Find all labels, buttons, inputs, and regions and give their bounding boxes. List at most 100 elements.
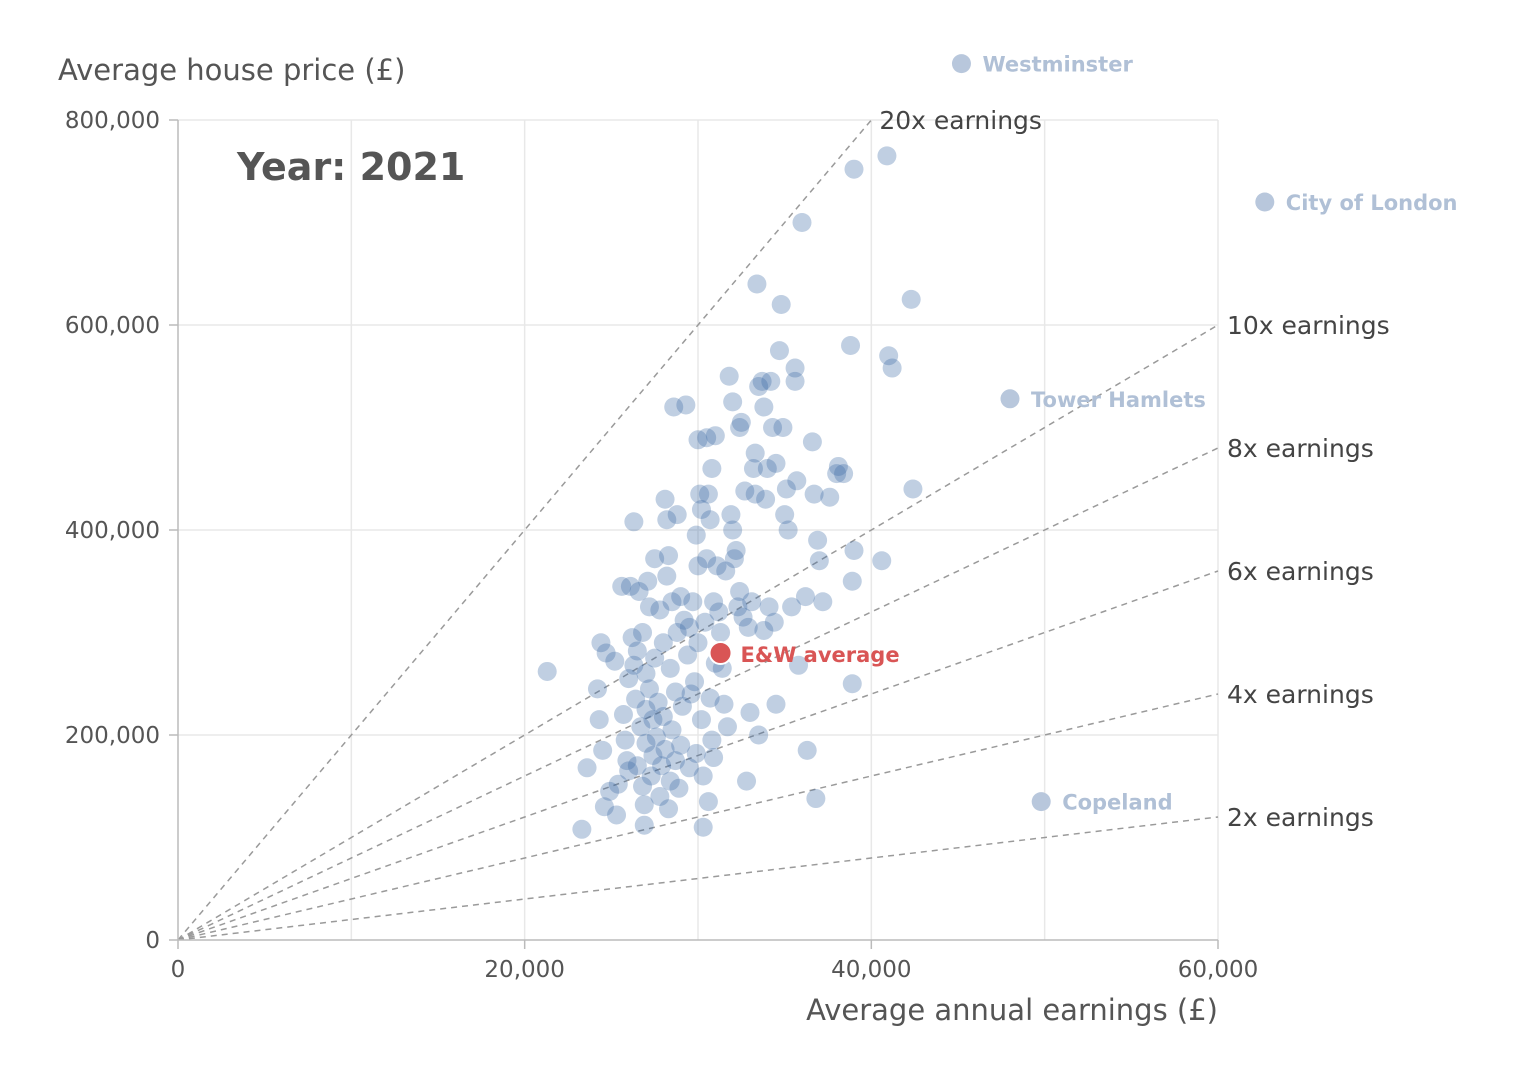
data-point	[643, 746, 663, 765]
data-point	[627, 756, 647, 776]
chart-labels: 20x earnings 10x earnings 8x earnings 6x ea…	[741, 53, 1458, 832]
data-point	[738, 617, 758, 637]
data-point	[660, 771, 680, 791]
data-point	[572, 819, 592, 839]
outlier-label: Tower Hamlets	[1031, 388, 1206, 412]
data-point	[624, 512, 644, 532]
data-point	[903, 479, 923, 499]
ratio-line-10x	[177, 324, 1219, 940]
data-point	[742, 592, 762, 612]
data-point	[646, 727, 666, 747]
axes: 0 200,000 400,000 600,000 800,000 0 20,000 40,0…	[65, 108, 1258, 983]
outlier-label: Westminster	[982, 53, 1133, 77]
data-point	[757, 459, 777, 478]
data-point	[624, 655, 644, 675]
data-point	[653, 707, 673, 727]
data-point	[693, 817, 713, 837]
data-point	[659, 799, 679, 819]
data-point	[711, 623, 731, 642]
data-point	[730, 582, 750, 601]
data-point	[787, 471, 807, 491]
data-point	[669, 778, 689, 798]
outlier-label: Copeland	[1062, 791, 1172, 815]
data-point	[834, 464, 854, 484]
data-point	[688, 430, 708, 450]
data-point	[797, 740, 817, 760]
data-point	[600, 781, 620, 801]
data-point	[634, 795, 654, 815]
data-point	[844, 541, 864, 560]
data-point	[636, 664, 656, 683]
ratio-label-2x: 2x earnings	[1227, 803, 1374, 832]
data-point	[872, 551, 892, 571]
data-point	[714, 694, 734, 714]
data-point	[698, 484, 718, 504]
data-point	[638, 571, 658, 591]
y-tick-label: 400,000	[65, 518, 160, 544]
data-point	[697, 428, 717, 448]
data-point	[728, 597, 748, 617]
data-point	[650, 787, 670, 806]
data-point	[842, 571, 862, 591]
data-point	[594, 797, 614, 817]
data-point	[785, 358, 805, 378]
data-point	[761, 371, 781, 391]
data-point	[740, 702, 760, 722]
data-point	[723, 392, 743, 412]
data-point	[690, 484, 710, 504]
data-point	[619, 761, 639, 781]
data-point	[655, 739, 675, 759]
data-point	[537, 661, 557, 681]
data-point	[627, 641, 647, 661]
data-point	[841, 336, 861, 355]
ratio-label-4x: 4x earnings	[1227, 680, 1374, 709]
data-point	[716, 561, 736, 581]
data-point	[591, 633, 611, 653]
data-point	[636, 699, 656, 719]
data-point	[672, 696, 692, 716]
data-point	[789, 655, 809, 675]
y-tick-label: 800,000	[65, 108, 160, 134]
data-point	[730, 418, 750, 437]
data-point	[691, 710, 711, 730]
data-point	[759, 597, 779, 617]
data-point	[650, 600, 670, 620]
data-point	[698, 792, 718, 812]
data-point	[648, 692, 668, 712]
data-point	[679, 617, 699, 637]
outlier-point	[951, 54, 971, 74]
data-point	[756, 489, 776, 509]
y-tick-label: 600,000	[65, 313, 160, 339]
data-point	[659, 546, 679, 566]
y-axis-title: Average house price (£)	[58, 53, 405, 87]
data-point	[615, 730, 635, 750]
data-point	[577, 758, 597, 778]
chart-title: Year: 2021	[236, 145, 465, 189]
data-point	[764, 612, 784, 632]
ratio-label-10x: 10x earnings	[1227, 311, 1390, 340]
outlier-label: City of London	[1286, 191, 1458, 215]
data-point	[683, 592, 703, 612]
ratio-label-6x: 6x earnings	[1227, 557, 1374, 586]
data-point	[605, 651, 625, 671]
data-point	[731, 412, 751, 432]
outlier-point	[1031, 792, 1051, 812]
data-point	[766, 453, 786, 473]
data-point	[707, 556, 727, 576]
x-tick-label: 60,000	[1178, 957, 1258, 983]
data-point	[657, 566, 677, 586]
data-point	[589, 710, 609, 730]
data-point	[747, 274, 767, 294]
data-point	[655, 489, 675, 509]
data-point	[737, 771, 757, 791]
data-point	[639, 597, 659, 617]
data-point	[612, 576, 632, 596]
data-point	[769, 341, 789, 361]
ratio-line-group	[177, 119, 1219, 940]
ratio-line-8x	[177, 447, 1219, 940]
data-point	[820, 487, 840, 507]
data-point	[685, 672, 705, 692]
data-point	[693, 766, 713, 786]
data-point	[754, 397, 774, 417]
ratio-line-4x	[177, 693, 1219, 940]
